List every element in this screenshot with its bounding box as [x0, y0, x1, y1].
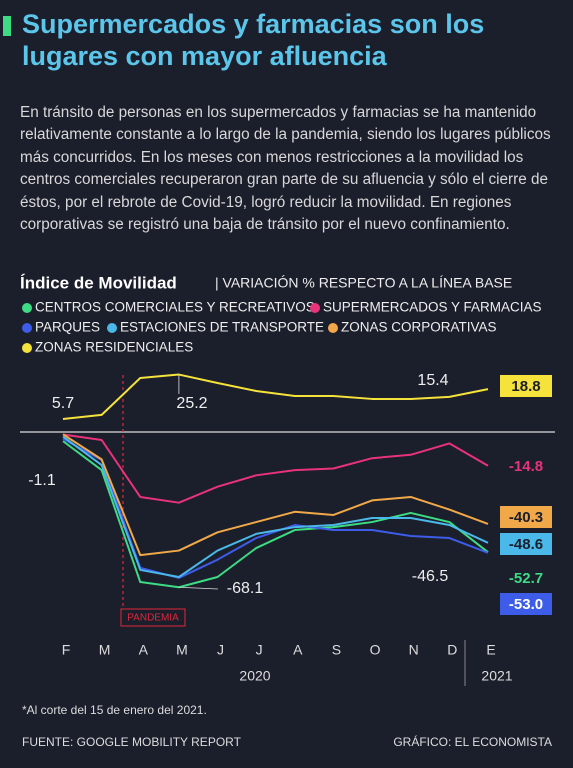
series-line — [62, 437, 489, 579]
end-label-box — [500, 567, 552, 589]
legend-label: ZONAS RESIDENCIALES — [35, 340, 193, 355]
legend-marker — [22, 343, 32, 353]
data-label: -46.5 — [412, 568, 449, 585]
data-label: 5.7 — [52, 395, 74, 412]
legend-marker — [310, 303, 320, 313]
chart-subtitle: | VARIACIÓN % RESPECTO A LA LÍNEA BASE — [215, 275, 512, 291]
legend-label: SUPERMERCADOS Y FARMACIAS — [323, 300, 542, 315]
x-tick-label: M — [99, 642, 111, 658]
year-label: 2020 — [239, 668, 270, 684]
series-line — [62, 373, 489, 420]
series-line — [62, 435, 489, 579]
x-tick-label: A — [139, 642, 149, 658]
x-tick-label: E — [486, 642, 495, 658]
end-label-box — [500, 506, 552, 528]
data-label: -1.1 — [28, 472, 56, 489]
x-tick-label: S — [332, 642, 341, 658]
end-label: -48.6 — [509, 536, 543, 553]
end-label: -53.0 — [509, 596, 543, 613]
legend-marker — [107, 323, 117, 333]
end-label: -40.3 — [509, 509, 543, 526]
series-line — [62, 433, 489, 557]
legend-marker — [22, 323, 32, 333]
data-label: 15.4 — [417, 372, 448, 389]
end-label-box — [500, 455, 552, 477]
end-label-box — [500, 533, 552, 555]
credit: GRÁFICO: EL ECONOMISTA — [393, 734, 552, 749]
x-tick-label: A — [293, 642, 303, 658]
footnote: *Al corte del 15 de enero del 2021. — [22, 703, 207, 717]
end-label: 18.8 — [511, 378, 540, 395]
title: Supermercados y farmacias son los lugare… — [22, 9, 485, 71]
end-label: -14.8 — [509, 458, 543, 475]
pandemic-label: PANDEMIA — [127, 613, 179, 624]
source: FUENTE: GOOGLE MOBILITY REPORT — [22, 735, 242, 749]
x-tick-label: D — [447, 642, 457, 658]
pandemic-box — [120, 608, 186, 627]
accent-bar — [3, 16, 11, 36]
end-label-box — [500, 593, 552, 615]
year-label: 2021 — [481, 668, 512, 684]
x-tick-label: J — [256, 642, 263, 658]
data-label: 25.2 — [176, 395, 207, 412]
series-line — [62, 433, 489, 504]
x-tick-label: O — [370, 642, 381, 658]
legend-label: ZONAS CORPORATIVAS — [341, 320, 497, 335]
data-label: -68.1 — [227, 580, 264, 597]
callout-line — [178, 586, 219, 590]
x-tick-label: F — [62, 642, 71, 658]
legend-marker — [22, 303, 32, 313]
end-label-box — [500, 375, 552, 397]
description: En tránsito de personas en los supermerc… — [20, 104, 551, 234]
end-label: -52.7 — [509, 570, 543, 587]
legend-marker — [328, 323, 338, 333]
chart-title: Índice de Movilidad — [20, 273, 177, 292]
x-tick-label: M — [176, 642, 188, 658]
legend-label: ESTACIONES DE TRANSPORTE — [120, 320, 324, 335]
legend-label: CENTROS COMERCIALES Y RECREATIVOS — [35, 300, 315, 315]
x-tick-label: J — [217, 642, 224, 658]
legend-label: PARQUES — [35, 320, 100, 335]
x-tick-label: N — [409, 642, 419, 658]
series-line — [62, 440, 489, 589]
